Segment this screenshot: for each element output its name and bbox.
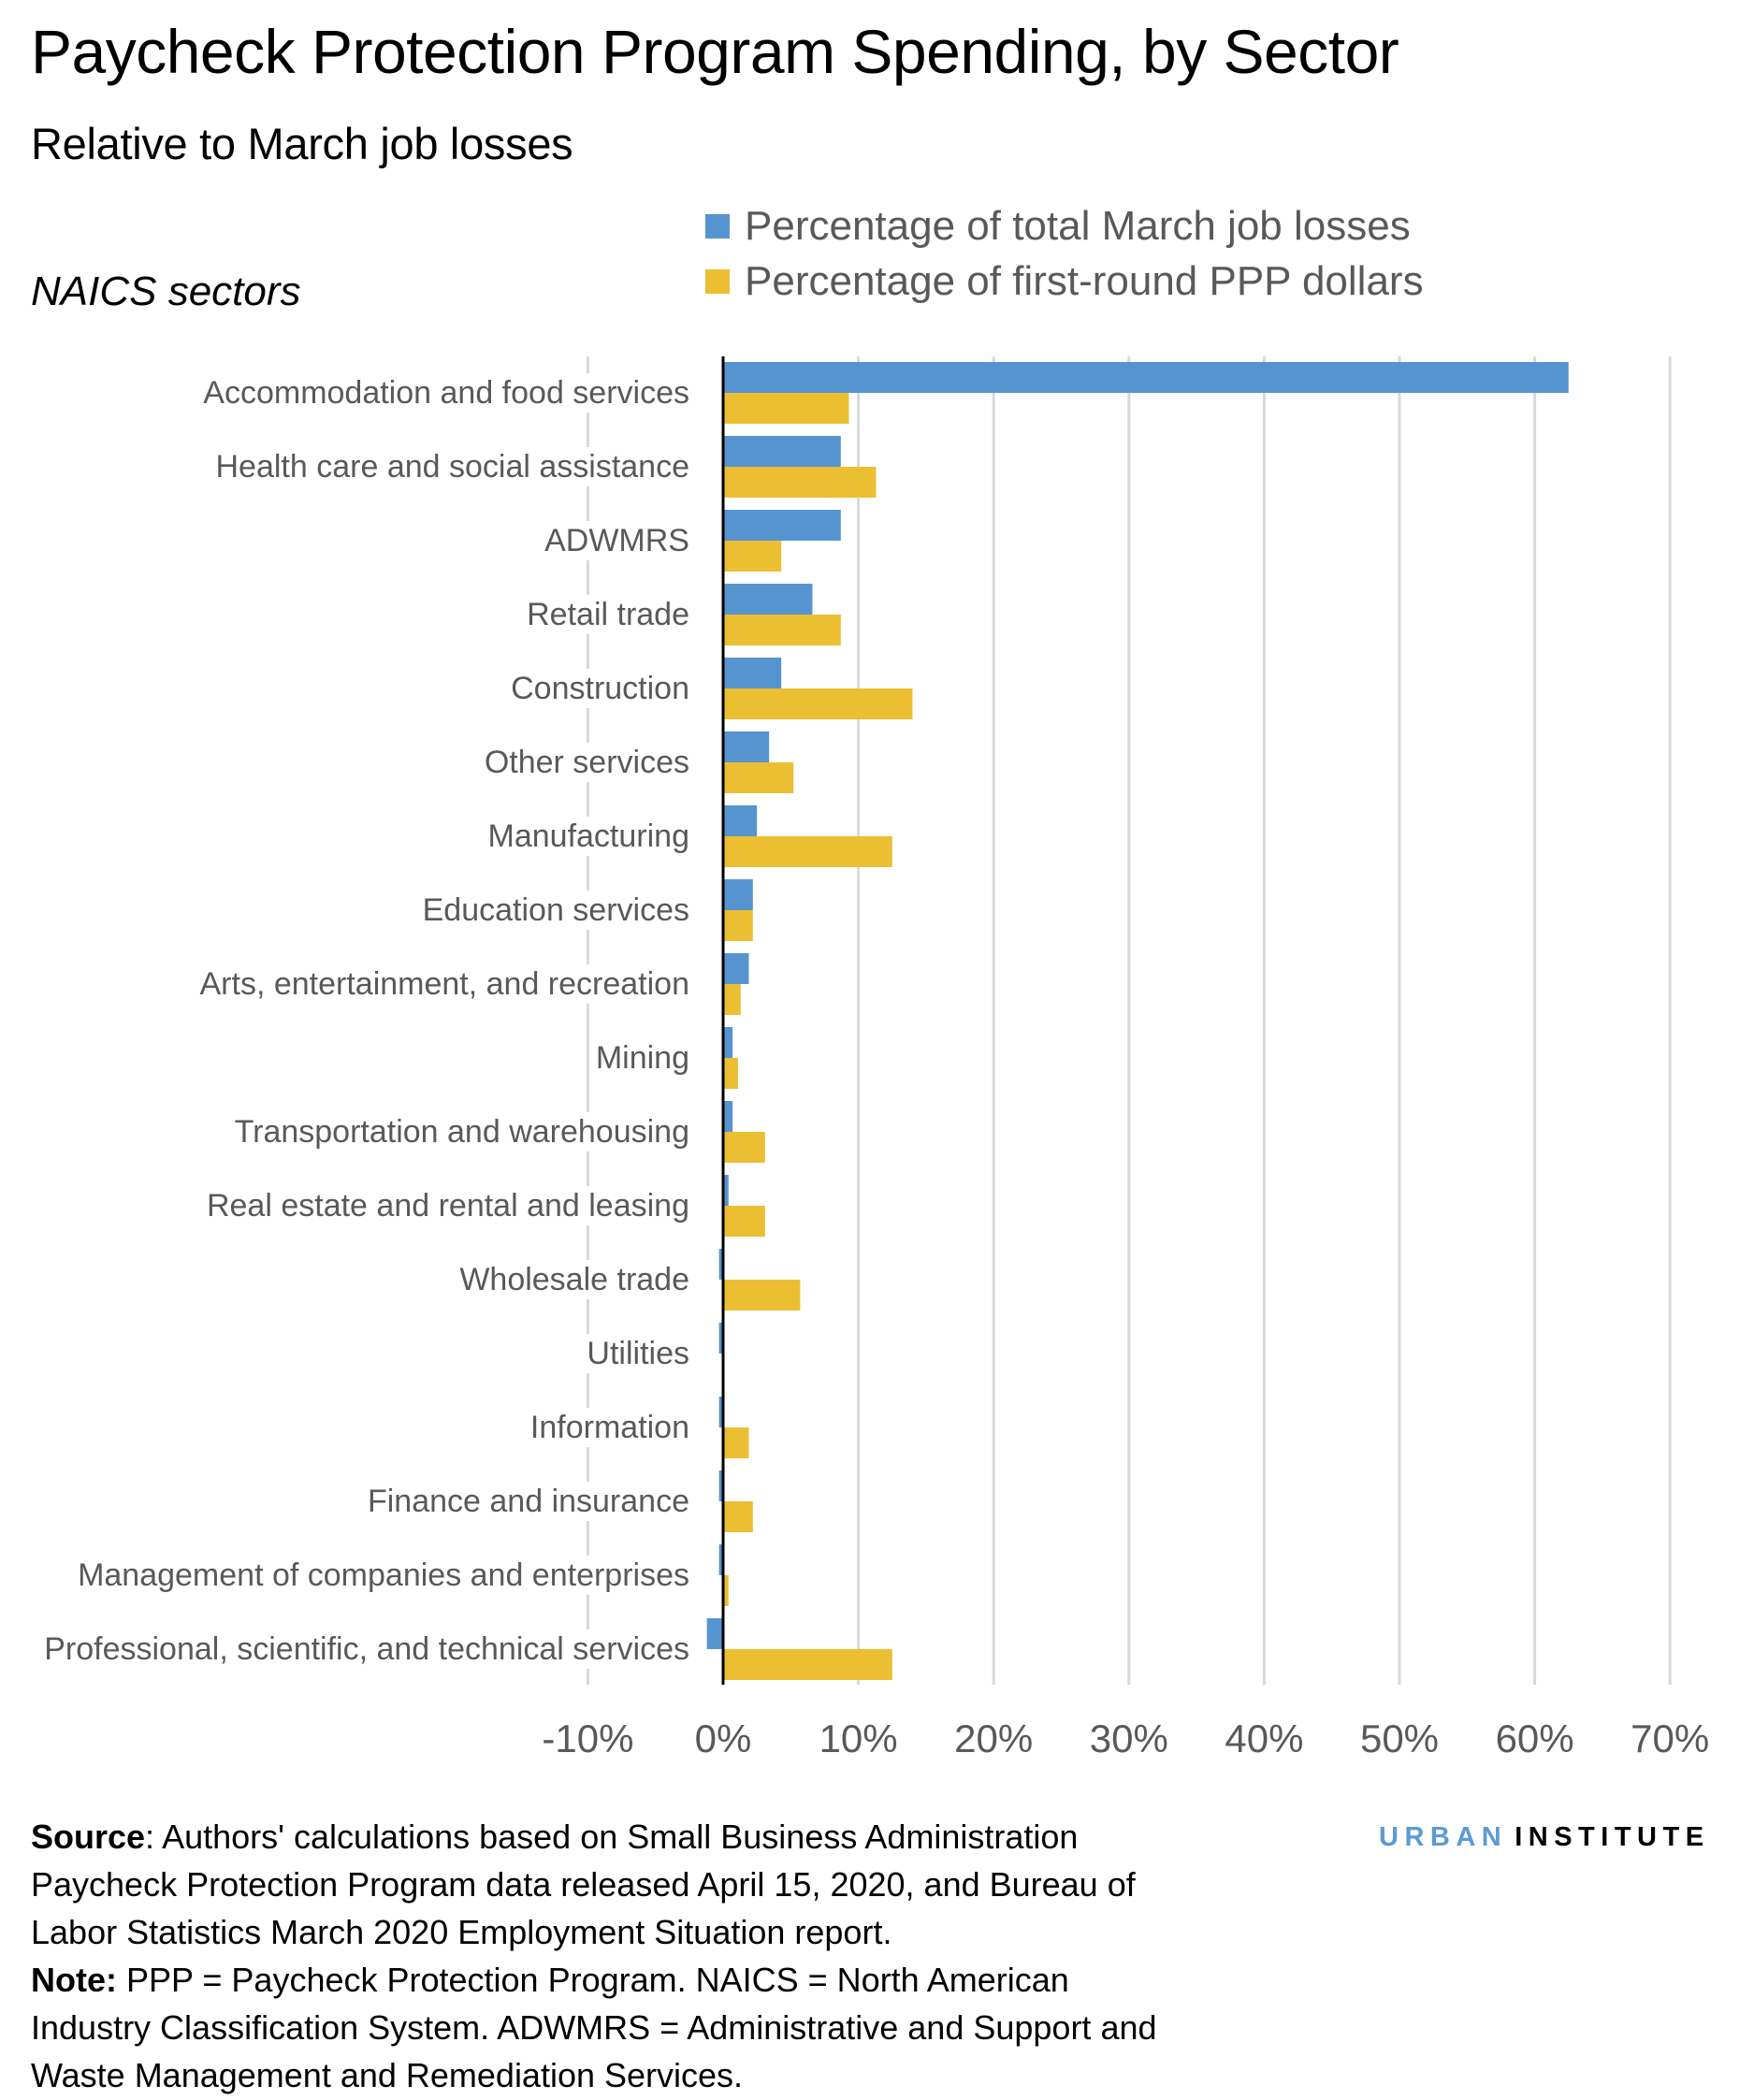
- urban-institute-logo: URBAN INSTITUTE: [1379, 1824, 1710, 1851]
- source-line: Paycheck Protection Program data release…: [31, 1865, 1136, 1904]
- bar-job-losses: [723, 1027, 733, 1058]
- category-label: Utilities: [581, 1334, 689, 1373]
- bar-ppp-dollars: [723, 1649, 892, 1680]
- legend-swatch-yellow: [705, 269, 730, 294]
- bar-ppp-dollars: [723, 1206, 765, 1237]
- category-label: Professional, scientific, and technical …: [38, 1629, 689, 1669]
- chart-subtitle: Relative to March job losses: [31, 119, 573, 168]
- bar-job-losses: [723, 658, 782, 688]
- note-label: Note:: [31, 1961, 117, 1999]
- bar-ppp-dollars: [723, 1501, 753, 1532]
- source-line: Source: Authors' calculations based on S…: [31, 1813, 1341, 1861]
- category-label: Education services: [416, 891, 689, 930]
- logo-urban: URBAN: [1379, 1822, 1508, 1852]
- x-tick-label: 40%: [1225, 1716, 1304, 1760]
- bar-job-losses: [723, 584, 813, 615]
- source-label: Source: [31, 1818, 146, 1856]
- bar-job-losses: [718, 1470, 723, 1501]
- category-label: Arts, entertainment, and recreation: [194, 964, 689, 1004]
- category-label: Other services: [478, 743, 689, 782]
- bar-ppp-dollars: [723, 393, 849, 424]
- bar-job-losses: [718, 1397, 723, 1427]
- x-tick-label: 50%: [1359, 1716, 1440, 1760]
- bar-ppp-dollars: [723, 1058, 738, 1089]
- bar-ppp-dollars: [723, 836, 892, 867]
- plot-area: [586, 356, 1672, 1685]
- category-label: Wholesale trade: [454, 1260, 689, 1299]
- note-line: Industry Classification System. ADWMRS =…: [31, 2008, 1157, 2047]
- bar-ppp-dollars: [723, 541, 782, 572]
- category-label: ADWMRS: [539, 521, 689, 560]
- note-text: PPP = Paycheck Protection Program. NAICS…: [117, 1961, 1069, 1999]
- legend-label: Percentage of first-round PPP dollars: [745, 258, 1424, 304]
- x-tick-label: 30%: [1089, 1716, 1168, 1760]
- bar-ppp-dollars: [723, 1427, 749, 1458]
- category-label: Retail trade: [521, 595, 689, 634]
- bar-ppp-dollars: [723, 1132, 765, 1163]
- category-label: Management of companies and enterprises: [72, 1556, 689, 1595]
- category-label: Accommodation and food services: [197, 373, 689, 413]
- category-label: Information: [524, 1408, 689, 1447]
- bar-job-losses: [723, 953, 749, 984]
- bar-ppp-dollars: [723, 688, 913, 719]
- source-notes: Source: Authors' calculations based on S…: [31, 1813, 1341, 2099]
- x-tick-label: 0%: [694, 1716, 752, 1760]
- category-label: Real estate and rental and leasing: [200, 1186, 689, 1225]
- category-label: Construction: [505, 669, 689, 708]
- legend-item-ppp-dollars: Percentage of first-round PPP dollars: [705, 258, 1424, 305]
- gridlines: [586, 356, 1672, 1685]
- bar-job-losses: [718, 1249, 723, 1280]
- category-label: Finance and insurance: [361, 1482, 689, 1521]
- bar-job-losses: [706, 1618, 723, 1649]
- bar-ppp-dollars: [723, 467, 877, 498]
- bar-job-losses: [723, 1101, 733, 1132]
- bar-chart: Accommodation and food services Health ca…: [38, 356, 1710, 1760]
- y-axis-title: NAICS sectors: [31, 268, 301, 314]
- legend-swatch-blue: [705, 214, 730, 239]
- category-label: Transportation and warehousing: [228, 1112, 689, 1151]
- bar-ppp-dollars: [723, 1575, 729, 1606]
- category-label: Mining: [589, 1038, 689, 1078]
- bar-job-losses: [718, 1544, 723, 1575]
- x-tick-label: 70%: [1631, 1716, 1710, 1760]
- bars: [706, 362, 1569, 1680]
- x-tick-label: 10%: [819, 1716, 898, 1760]
- bar-job-losses: [723, 362, 1569, 393]
- logo-institute: INSTITUTE: [1515, 1822, 1710, 1852]
- note-line: Waste Management and Remediation Service…: [31, 2056, 744, 2094]
- bar-job-losses: [723, 510, 841, 541]
- bar-ppp-dollars: [723, 615, 841, 645]
- category-label: Health care and social assistance: [210, 447, 689, 486]
- bar-job-losses: [723, 731, 770, 762]
- x-tick-label: -10%: [542, 1716, 634, 1760]
- source-line: Labor Statistics March 2020 Employment S…: [31, 1913, 892, 1951]
- note-line: Note: PPP = Paycheck Protection Program.…: [31, 1956, 1341, 2004]
- source-text: : Authors' calculations based on Small B…: [145, 1818, 1079, 1856]
- legend-label: Percentage of total March job losses: [745, 203, 1411, 249]
- x-tick-label: 60%: [1495, 1716, 1574, 1760]
- bar-job-losses: [723, 805, 758, 836]
- legend-item-job-losses: Percentage of total March job losses: [705, 203, 1411, 250]
- bar-ppp-dollars: [723, 910, 753, 941]
- x-tick-label: 20%: [954, 1716, 1034, 1760]
- bar-ppp-dollars: [723, 762, 794, 793]
- bar-ppp-dollars: [723, 984, 741, 1015]
- bar-ppp-dollars: [723, 1280, 801, 1311]
- bar-job-losses: [723, 436, 841, 467]
- chart-title: Paycheck Protection Program Spending, by…: [31, 17, 1399, 86]
- bar-job-losses: [718, 1323, 723, 1354]
- category-label: Manufacturing: [482, 817, 689, 856]
- bar-job-losses: [723, 879, 753, 910]
- bar-job-losses: [723, 1175, 729, 1206]
